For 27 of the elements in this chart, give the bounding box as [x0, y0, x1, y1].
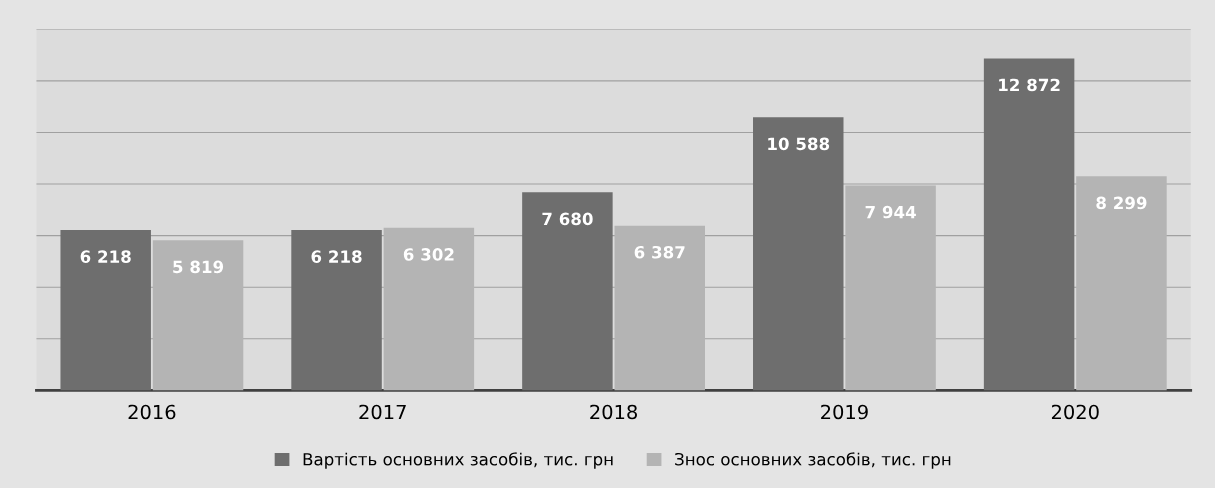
x-tick-label: 2020 [1051, 404, 1099, 420]
x-tick-label: 2016 [128, 404, 176, 420]
bar [614, 225, 705, 391]
bar [60, 230, 151, 391]
bar [983, 58, 1075, 391]
bar [291, 230, 382, 391]
x-tick-label: 2017 [359, 404, 406, 420]
bar [1076, 176, 1167, 391]
data-label: 7 680 [542, 212, 593, 226]
bar [845, 185, 936, 391]
data-label: 8 299 [1096, 196, 1147, 210]
x-tick-label: 2019 [821, 404, 868, 420]
bar [753, 117, 844, 391]
data-label: 5 819 [173, 260, 224, 274]
data-label: 6 218 [311, 250, 362, 263]
data-label: 6 387 [634, 245, 685, 259]
legend-label: Вартість основних засобів, тис. грн [303, 452, 613, 469]
data-label: 6 218 [80, 250, 131, 263]
data-label: 7 944 [865, 205, 916, 219]
data-label: 10 588 [768, 137, 830, 151]
bar [522, 192, 613, 391]
x-tick-label: 2018 [590, 404, 637, 420]
legend-label: Знос основних засобів, тис. грн [675, 452, 951, 469]
data-label: 6 302 [403, 248, 454, 261]
bar [383, 227, 475, 391]
bar [152, 240, 244, 391]
data-label: 12 872 [999, 78, 1060, 92]
